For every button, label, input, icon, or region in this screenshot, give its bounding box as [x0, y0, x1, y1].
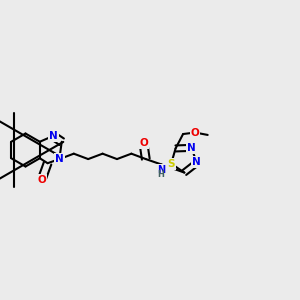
Text: N: N	[157, 165, 165, 175]
Text: N: N	[187, 143, 196, 153]
Text: O: O	[139, 138, 148, 148]
Text: N: N	[49, 131, 58, 141]
Text: O: O	[37, 175, 46, 185]
Text: S: S	[167, 159, 175, 169]
Text: N: N	[55, 154, 64, 164]
Text: O: O	[191, 128, 200, 137]
Text: H: H	[157, 170, 164, 179]
Text: N: N	[193, 157, 201, 167]
